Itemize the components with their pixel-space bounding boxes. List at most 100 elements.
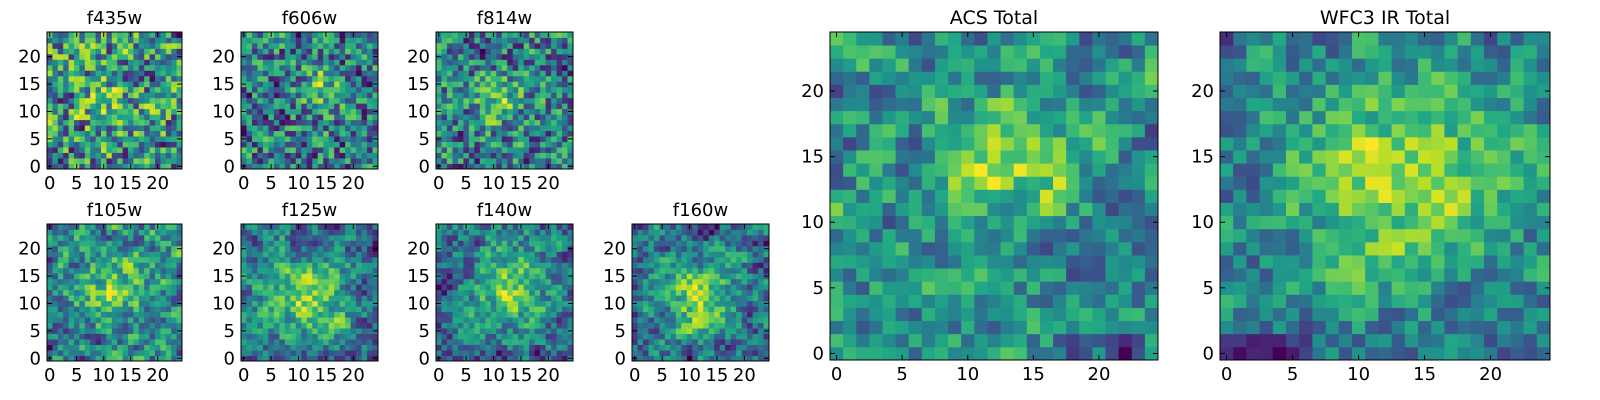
heatmap-cell — [334, 240, 341, 247]
heatmap-cell — [251, 119, 258, 126]
heatmap-cell — [730, 344, 737, 351]
heatmap-cell — [144, 344, 150, 351]
heatmap-cell — [155, 311, 161, 318]
heatmap-cell — [301, 224, 308, 230]
heatmap-cell — [257, 317, 264, 324]
heatmap-cell — [165, 75, 172, 82]
heatmap-cell — [1118, 202, 1133, 217]
heatmap-cell — [138, 284, 145, 291]
heatmap-cell — [974, 202, 988, 217]
heatmap-cell — [512, 224, 519, 230]
heatmap-cell — [306, 48, 313, 55]
heatmap-cell — [730, 224, 737, 230]
heatmap-cell — [171, 278, 177, 285]
heatmap-cell — [974, 294, 988, 308]
heatmap-cell — [961, 176, 975, 190]
heatmap-cell — [763, 256, 770, 263]
heatmap-cell — [512, 295, 519, 302]
heatmap-cell — [284, 86, 291, 93]
heatmap-cell — [149, 119, 156, 126]
heatmap-cell — [279, 108, 286, 115]
heatmap-cell — [463, 59, 470, 66]
heatmap-cell — [653, 229, 660, 236]
heatmap-cell — [512, 311, 519, 318]
heatmap-cell — [171, 136, 177, 142]
heatmap-cell — [273, 108, 280, 115]
heatmap-cell — [262, 289, 269, 296]
heatmap-cell — [436, 92, 442, 99]
heatmap-cell — [961, 294, 975, 308]
heatmap-cell — [763, 262, 770, 269]
heatmap-cell — [128, 240, 134, 247]
heatmap-cell — [648, 328, 655, 334]
heatmap-cell — [507, 75, 514, 82]
heatmap-cell — [339, 70, 346, 77]
heatmap-cell — [529, 284, 536, 291]
heatmap-cell — [279, 53, 286, 60]
heatmap-cell — [111, 59, 118, 66]
heatmap-cell — [149, 37, 156, 44]
heatmap-cell — [84, 245, 91, 252]
heatmap-cell — [63, 32, 69, 38]
heatmap-cell — [295, 240, 302, 247]
heatmap-cell — [176, 64, 183, 71]
heatmap-cell — [1144, 307, 1159, 322]
heatmap-cell — [79, 37, 86, 44]
heatmap-cell — [117, 53, 123, 60]
heatmap-cell — [523, 64, 530, 71]
heatmap-cell — [523, 245, 530, 252]
heatmap-cell — [133, 273, 140, 280]
heatmap-cell — [562, 86, 568, 93]
heatmap-cell — [490, 322, 497, 329]
heatmap-cell — [361, 311, 368, 318]
heatmap-cell — [474, 251, 481, 258]
heatmap-cell — [1013, 215, 1028, 230]
heatmap-cell — [490, 240, 497, 247]
heatmap-cell — [648, 350, 655, 356]
heatmap-cell — [987, 333, 1001, 348]
heatmap-cell — [74, 300, 80, 307]
heatmap-cell — [155, 42, 161, 49]
heatmap-cell — [323, 262, 330, 269]
heatmap-cell — [106, 350, 113, 356]
heatmap-cell — [452, 147, 459, 153]
heatmap-cell — [529, 224, 536, 230]
heatmap-cell — [74, 37, 80, 44]
heatmap-cell — [567, 311, 574, 318]
heatmap-cell — [323, 70, 330, 77]
heatmap-cell — [246, 229, 253, 236]
heatmap-cell — [361, 158, 368, 164]
heatmap-cell — [128, 152, 134, 159]
heatmap-cell — [653, 306, 660, 313]
heatmap-cell — [763, 339, 770, 345]
heatmap-cell — [101, 300, 107, 307]
heatmap-cell — [367, 97, 373, 104]
heatmap-cell — [361, 295, 368, 302]
heatmap-cell — [457, 234, 464, 241]
heatmap-cell — [648, 224, 655, 230]
heatmap-cell — [345, 350, 351, 356]
heatmap-cell — [523, 350, 530, 356]
heatmap-cell — [534, 152, 541, 159]
heatmap-cell — [534, 284, 541, 291]
heatmap-cell — [719, 256, 726, 263]
heatmap-cell — [1118, 228, 1133, 243]
heatmap-cell — [664, 251, 671, 258]
heatmap-cell — [463, 234, 470, 241]
heatmap-cell — [763, 350, 770, 356]
heatmap-cell — [301, 350, 308, 356]
heatmap-cell — [485, 229, 492, 236]
heatmap-cell — [171, 289, 177, 296]
heatmap-cell — [63, 42, 69, 49]
heatmap-cell — [79, 311, 86, 318]
heatmap-cell — [436, 119, 442, 126]
heatmap-cell — [1144, 281, 1159, 295]
heatmap-cell — [567, 48, 574, 55]
heatmap-cell — [268, 130, 275, 137]
heatmap-cell — [262, 119, 269, 126]
heatmap-cell — [1053, 307, 1067, 322]
heatmap-cell — [251, 256, 258, 263]
heatmap-cell — [490, 125, 497, 132]
heatmap-cell — [446, 267, 453, 274]
heatmap-cell — [350, 322, 357, 329]
